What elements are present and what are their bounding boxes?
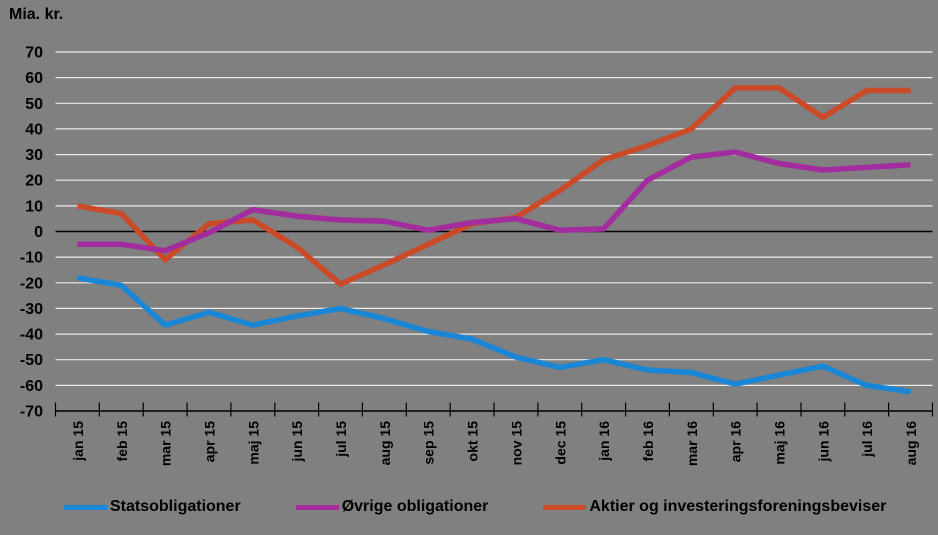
legend-swatch-statsobligationer-icon (64, 504, 107, 510)
y-axis-tick-label: -50 (20, 352, 43, 369)
x-axis-tick-label: jul 16 (859, 421, 875, 458)
y-axis-tick-label: 30 (25, 147, 43, 164)
x-axis-tick-label: apr 15 (202, 421, 218, 462)
y-axis-tick-label: -20 (20, 275, 43, 292)
legend: Statsobligationer Øvrige obligationer Ak… (64, 494, 938, 520)
legend-item-statsobligationer: Statsobligationer (64, 498, 241, 516)
x-axis-tick-label: aug 15 (377, 421, 393, 466)
x-axis-tick-label: aug 16 (903, 421, 919, 466)
x-axis-tick-label: jan 16 (596, 421, 612, 462)
x-axis-tick-label: sep 15 (421, 421, 437, 465)
y-axis-tick-label: 70 (25, 45, 43, 62)
y-axis-tick-label: -70 (20, 404, 43, 421)
legend-label-statsobligationer: Statsobligationer (110, 498, 241, 515)
y-axis-tick-label: -40 (20, 327, 43, 344)
x-axis-tick-label: jun 16 (815, 421, 831, 463)
x-axis-tick-label: maj 16 (772, 421, 788, 465)
legend-swatch-ovrige-obligationer-icon (295, 504, 339, 510)
x-axis-tick-label: jan 15 (70, 421, 86, 462)
chart-plot: -70 -60 -50 -40 -30 -20 -10 0 10 20 30 40 50 60 70 jan … (20, 45, 934, 466)
x-axis-tick-label: dec 15 (552, 421, 568, 465)
y-axis-tick-label: -10 (20, 250, 43, 267)
chart-title: Mia. kr. (9, 6, 64, 23)
x-axis-tick-label: mar 15 (158, 421, 174, 466)
y-axis-tick-label: 50 (25, 96, 43, 113)
x-axis-tick-label: jul 15 (333, 421, 349, 458)
y-axis-tick-label: 40 (25, 121, 43, 138)
series-line-0 (76, 274, 911, 395)
x-axis-tick-label: jun 15 (289, 421, 305, 463)
x-axis-tick-label: maj 15 (245, 421, 261, 465)
x-axis-tick-label: feb 16 (640, 421, 656, 462)
legend-label-ovrige-obligationer: Øvrige obligationer (341, 498, 489, 515)
legend-label-aktier: Aktier og investeringsforeningsbeviser (589, 498, 887, 515)
series-line-2 (76, 85, 911, 288)
legend-swatch-aktier-icon (543, 504, 587, 510)
y-axis-tick-label: 10 (25, 198, 43, 215)
x-axis-tick-label: apr 16 (728, 421, 744, 462)
x-axis-tick-label: okt 15 (465, 421, 481, 462)
legend-item-aktier: Aktier og investeringsforeningsbeviser (543, 498, 886, 516)
x-axis-tick-label: nov 15 (508, 421, 524, 466)
y-axis-tick-label: -30 (20, 301, 43, 318)
legend-item-ovrige-obligationer: Øvrige obligationer (295, 498, 489, 516)
x-axis-tick-label: feb 15 (114, 421, 130, 462)
y-axis-tick-label: 0 (34, 224, 43, 241)
y-axis-tick-label: -60 (20, 378, 43, 395)
y-axis-tick-label: 60 (25, 70, 43, 87)
y-axis-tick-label: 20 (25, 173, 43, 190)
x-axis-tick-label: mar 16 (684, 421, 700, 466)
series-line-1 (77, 149, 911, 254)
